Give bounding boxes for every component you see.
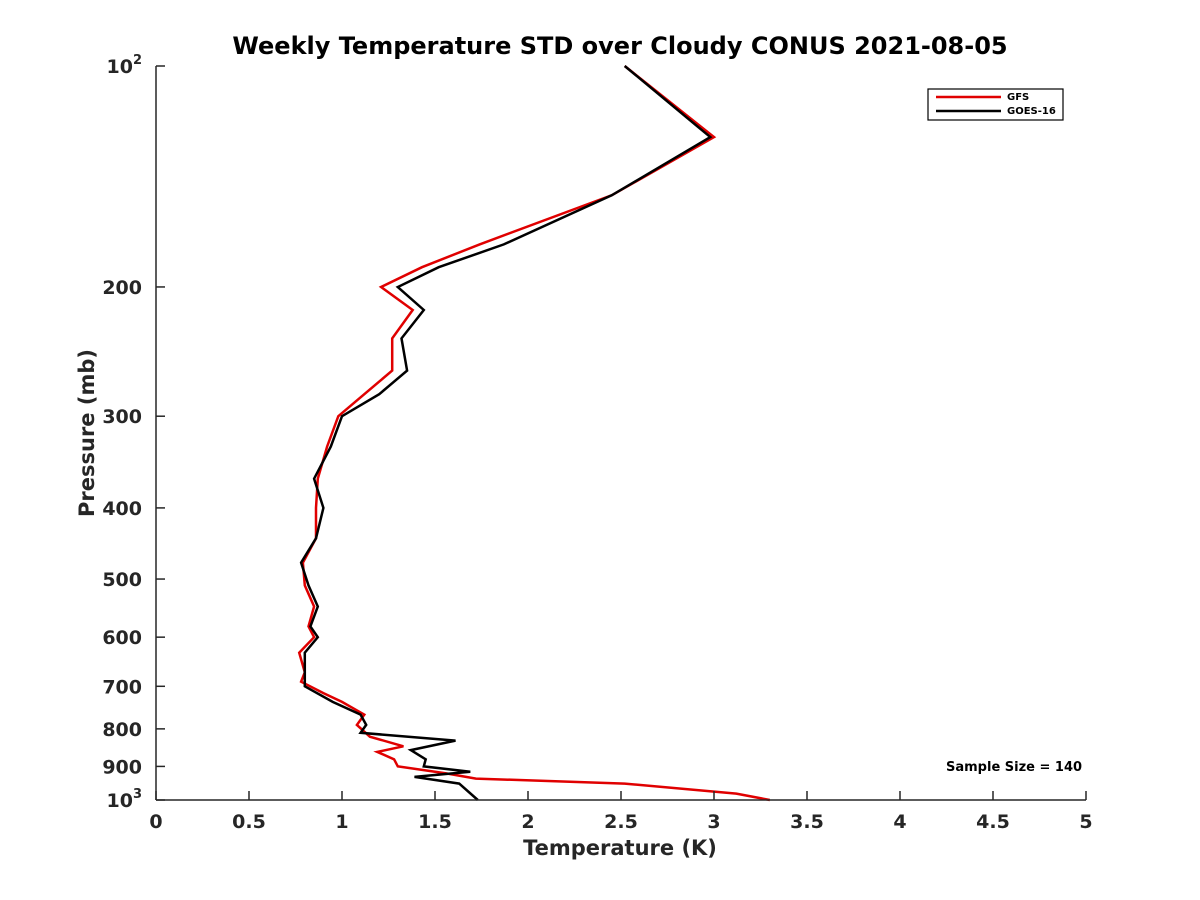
x-tick-label: 2 <box>521 811 534 833</box>
y-tick-exponent: 3 <box>133 787 142 802</box>
y-tick-label: 700 <box>102 676 142 698</box>
y-tick-exponent: 2 <box>133 53 142 68</box>
x-tick-label: 4.5 <box>976 811 1010 833</box>
x-tick-label: 1.5 <box>418 811 452 833</box>
y-tick-label: 102 <box>107 53 143 78</box>
x-tick-label: 0.5 <box>232 811 266 833</box>
plot-lines <box>297 65 771 802</box>
y-tick-label: 200 <box>102 277 142 299</box>
y-tick-label: 800 <box>102 719 142 741</box>
y-axis-title: Pressure (mb) <box>75 349 99 517</box>
legend-label-goes16: GOES-16 <box>1007 106 1056 117</box>
y-tick-label: 103 <box>107 787 143 812</box>
y-tick-base: 10 <box>107 790 133 812</box>
x-tick-label: 3 <box>707 811 720 833</box>
x-tick-label: 1 <box>335 811 348 833</box>
x-axis-ticks: 0 0.5 1 1.5 2 2.5 3 3.5 4 4.5 5 <box>149 791 1093 833</box>
y-tick-base: 10 <box>107 56 133 78</box>
x-axis-title: Temperature (K) <box>523 836 717 860</box>
y-tick-label: 400 <box>102 498 142 520</box>
y-tick-label: 900 <box>102 756 142 778</box>
x-tick-label: 2.5 <box>604 811 638 833</box>
chart-title: Weekly Temperature STD over Cloudy CONUS… <box>232 32 1007 60</box>
x-tick-label: 3.5 <box>790 811 824 833</box>
y-tick-label: 600 <box>102 627 142 649</box>
y-tick-label: 500 <box>102 569 142 591</box>
axes <box>155 66 1086 801</box>
legend: GFS GOES-16 <box>927 88 1064 121</box>
x-tick-label: 5 <box>1079 811 1092 833</box>
x-tick-label: 4 <box>893 811 906 833</box>
x-tick-label: 0 <box>149 811 162 833</box>
sample-size-annotation: Sample Size = 140 <box>946 760 1082 775</box>
y-tick-label: 300 <box>102 406 142 428</box>
legend-box <box>927 88 1064 121</box>
series-line-goes16 <box>299 65 713 801</box>
series-line-gfs <box>297 65 771 802</box>
legend-label-gfs: GFS <box>1007 92 1029 103</box>
